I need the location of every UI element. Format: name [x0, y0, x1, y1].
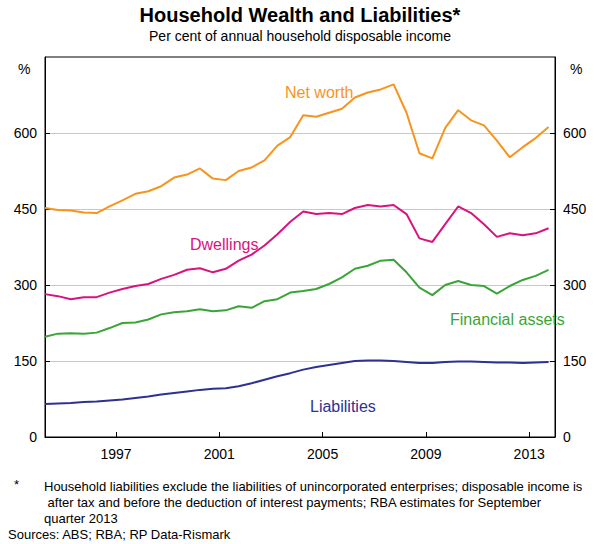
- svg-text:%: %: [570, 61, 582, 77]
- svg-text:2001: 2001: [204, 446, 235, 462]
- svg-text:quarter 2013: quarter 2013: [44, 511, 118, 526]
- svg-text:Liabilities: Liabilities: [310, 398, 376, 415]
- svg-text:300: 300: [14, 277, 38, 293]
- svg-text:0: 0: [563, 429, 571, 445]
- svg-text:Per cent of annual household d: Per cent of annual household disposable …: [149, 28, 451, 44]
- svg-text:2005: 2005: [307, 446, 338, 462]
- svg-text:%: %: [18, 61, 30, 77]
- svg-text:Financial assets: Financial assets: [450, 311, 565, 328]
- svg-text:*: *: [14, 477, 19, 492]
- svg-text:450: 450: [563, 201, 587, 217]
- svg-text:600: 600: [563, 125, 587, 141]
- svg-text:Sources: ABS; RBA; RP Data-Ris: Sources: ABS; RBA; RP Data-Rismark: [8, 527, 231, 542]
- svg-text:Household Wealth and Liabiliti: Household Wealth and Liabilities*: [140, 4, 461, 26]
- svg-text:300: 300: [563, 277, 587, 293]
- svg-text:450: 450: [14, 201, 38, 217]
- svg-text:after tax and before the deduc: after tax and before the deduction of in…: [44, 495, 545, 510]
- svg-text:Household liabilities exclude: Household liabilities exclude the liabil…: [44, 479, 583, 494]
- svg-text:2013: 2013: [514, 446, 545, 462]
- svg-text:2009: 2009: [410, 446, 441, 462]
- svg-text:150: 150: [14, 353, 38, 369]
- svg-text:600: 600: [14, 125, 38, 141]
- svg-text:150: 150: [563, 353, 587, 369]
- svg-text:1997: 1997: [100, 446, 131, 462]
- svg-text:Net worth: Net worth: [285, 84, 353, 101]
- svg-text:0: 0: [29, 429, 37, 445]
- svg-text:Dwellings: Dwellings: [190, 236, 258, 253]
